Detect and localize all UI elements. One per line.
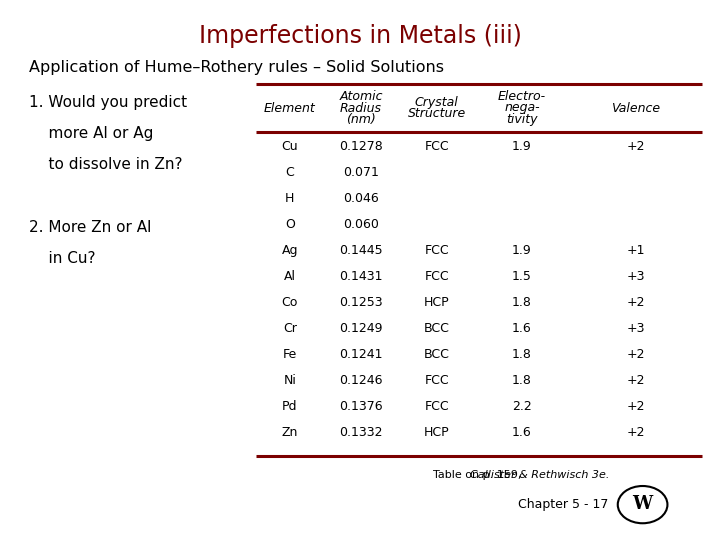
Text: +2: +2 (626, 400, 644, 413)
Text: W: W (633, 495, 652, 513)
Text: 2. More Zn or Al: 2. More Zn or Al (29, 220, 151, 235)
Text: 0.1278: 0.1278 (339, 140, 383, 153)
Text: more Al or Ag: more Al or Ag (29, 126, 153, 141)
Text: 1.8: 1.8 (512, 348, 532, 361)
Text: 1.6: 1.6 (512, 322, 532, 335)
Text: 1.5: 1.5 (512, 270, 532, 283)
Text: Crystal: Crystal (415, 96, 459, 109)
Text: 1.6: 1.6 (512, 426, 532, 438)
Text: Callister & Rethwisch 3e.: Callister & Rethwisch 3e. (470, 470, 610, 480)
Text: 1.8: 1.8 (512, 296, 532, 309)
Text: 0.1431: 0.1431 (339, 270, 383, 283)
Text: Structure: Structure (408, 107, 466, 120)
Text: tivity: tivity (506, 113, 538, 126)
Text: (nm): (nm) (346, 113, 376, 126)
Text: 0.071: 0.071 (343, 166, 379, 179)
Text: +1: +1 (626, 244, 644, 257)
Text: in Cu?: in Cu? (29, 251, 95, 266)
Text: Application of Hume–Rothery rules – Solid Solutions: Application of Hume–Rothery rules – Soli… (29, 60, 444, 76)
Text: 1.9: 1.9 (512, 140, 532, 153)
Text: +2: +2 (626, 296, 644, 309)
Text: 0.060: 0.060 (343, 218, 379, 231)
Text: Pd: Pd (282, 400, 297, 413)
Text: FCC: FCC (424, 270, 449, 283)
Text: Table on p. 159,: Table on p. 159, (433, 470, 525, 480)
Text: BCC: BCC (424, 348, 449, 361)
Text: HCP: HCP (424, 296, 449, 309)
Text: C: C (285, 166, 294, 179)
Text: BCC: BCC (424, 322, 449, 335)
Text: H: H (285, 192, 294, 205)
Text: Ag: Ag (282, 244, 298, 257)
Text: Chapter 5 - 17: Chapter 5 - 17 (518, 498, 608, 511)
Text: O: O (285, 218, 294, 231)
Text: 0.1445: 0.1445 (339, 244, 383, 257)
Text: Radius: Radius (340, 102, 382, 114)
Text: +2: +2 (626, 348, 644, 361)
Text: Cr: Cr (283, 322, 297, 335)
Text: Imperfections in Metals (iii): Imperfections in Metals (iii) (199, 24, 521, 48)
Text: FCC: FCC (424, 244, 449, 257)
Text: 1. Would you predict: 1. Would you predict (29, 94, 187, 110)
Text: 1.9: 1.9 (512, 244, 532, 257)
Text: +2: +2 (626, 426, 644, 438)
Text: 2.2: 2.2 (512, 400, 532, 413)
Text: 0.1249: 0.1249 (339, 322, 383, 335)
Text: HCP: HCP (424, 426, 449, 438)
Text: 0.1332: 0.1332 (339, 426, 383, 438)
Text: Valence: Valence (611, 102, 660, 114)
Text: +3: +3 (626, 270, 644, 283)
Text: 0.1241: 0.1241 (339, 348, 383, 361)
Text: Co: Co (282, 296, 298, 309)
Text: Fe: Fe (283, 348, 297, 361)
Text: nega-: nega- (504, 102, 540, 114)
Text: 0.1246: 0.1246 (339, 374, 383, 387)
Text: FCC: FCC (424, 374, 449, 387)
Text: 0.1253: 0.1253 (339, 296, 383, 309)
Text: 1.8: 1.8 (512, 374, 532, 387)
Text: to dissolve in Zn?: to dissolve in Zn? (29, 157, 182, 172)
Text: +2: +2 (626, 140, 644, 153)
Text: +3: +3 (626, 322, 644, 335)
Text: Al: Al (284, 270, 296, 283)
Text: FCC: FCC (424, 140, 449, 153)
Text: Cu: Cu (282, 140, 298, 153)
Text: Atomic: Atomic (339, 90, 383, 103)
Text: Element: Element (264, 102, 315, 114)
Text: Zn: Zn (282, 426, 298, 438)
Text: FCC: FCC (424, 400, 449, 413)
Text: 0.1376: 0.1376 (339, 400, 383, 413)
Text: Electro-: Electro- (498, 90, 546, 103)
Text: Ni: Ni (284, 374, 296, 387)
Text: 0.046: 0.046 (343, 192, 379, 205)
Text: +2: +2 (626, 374, 644, 387)
